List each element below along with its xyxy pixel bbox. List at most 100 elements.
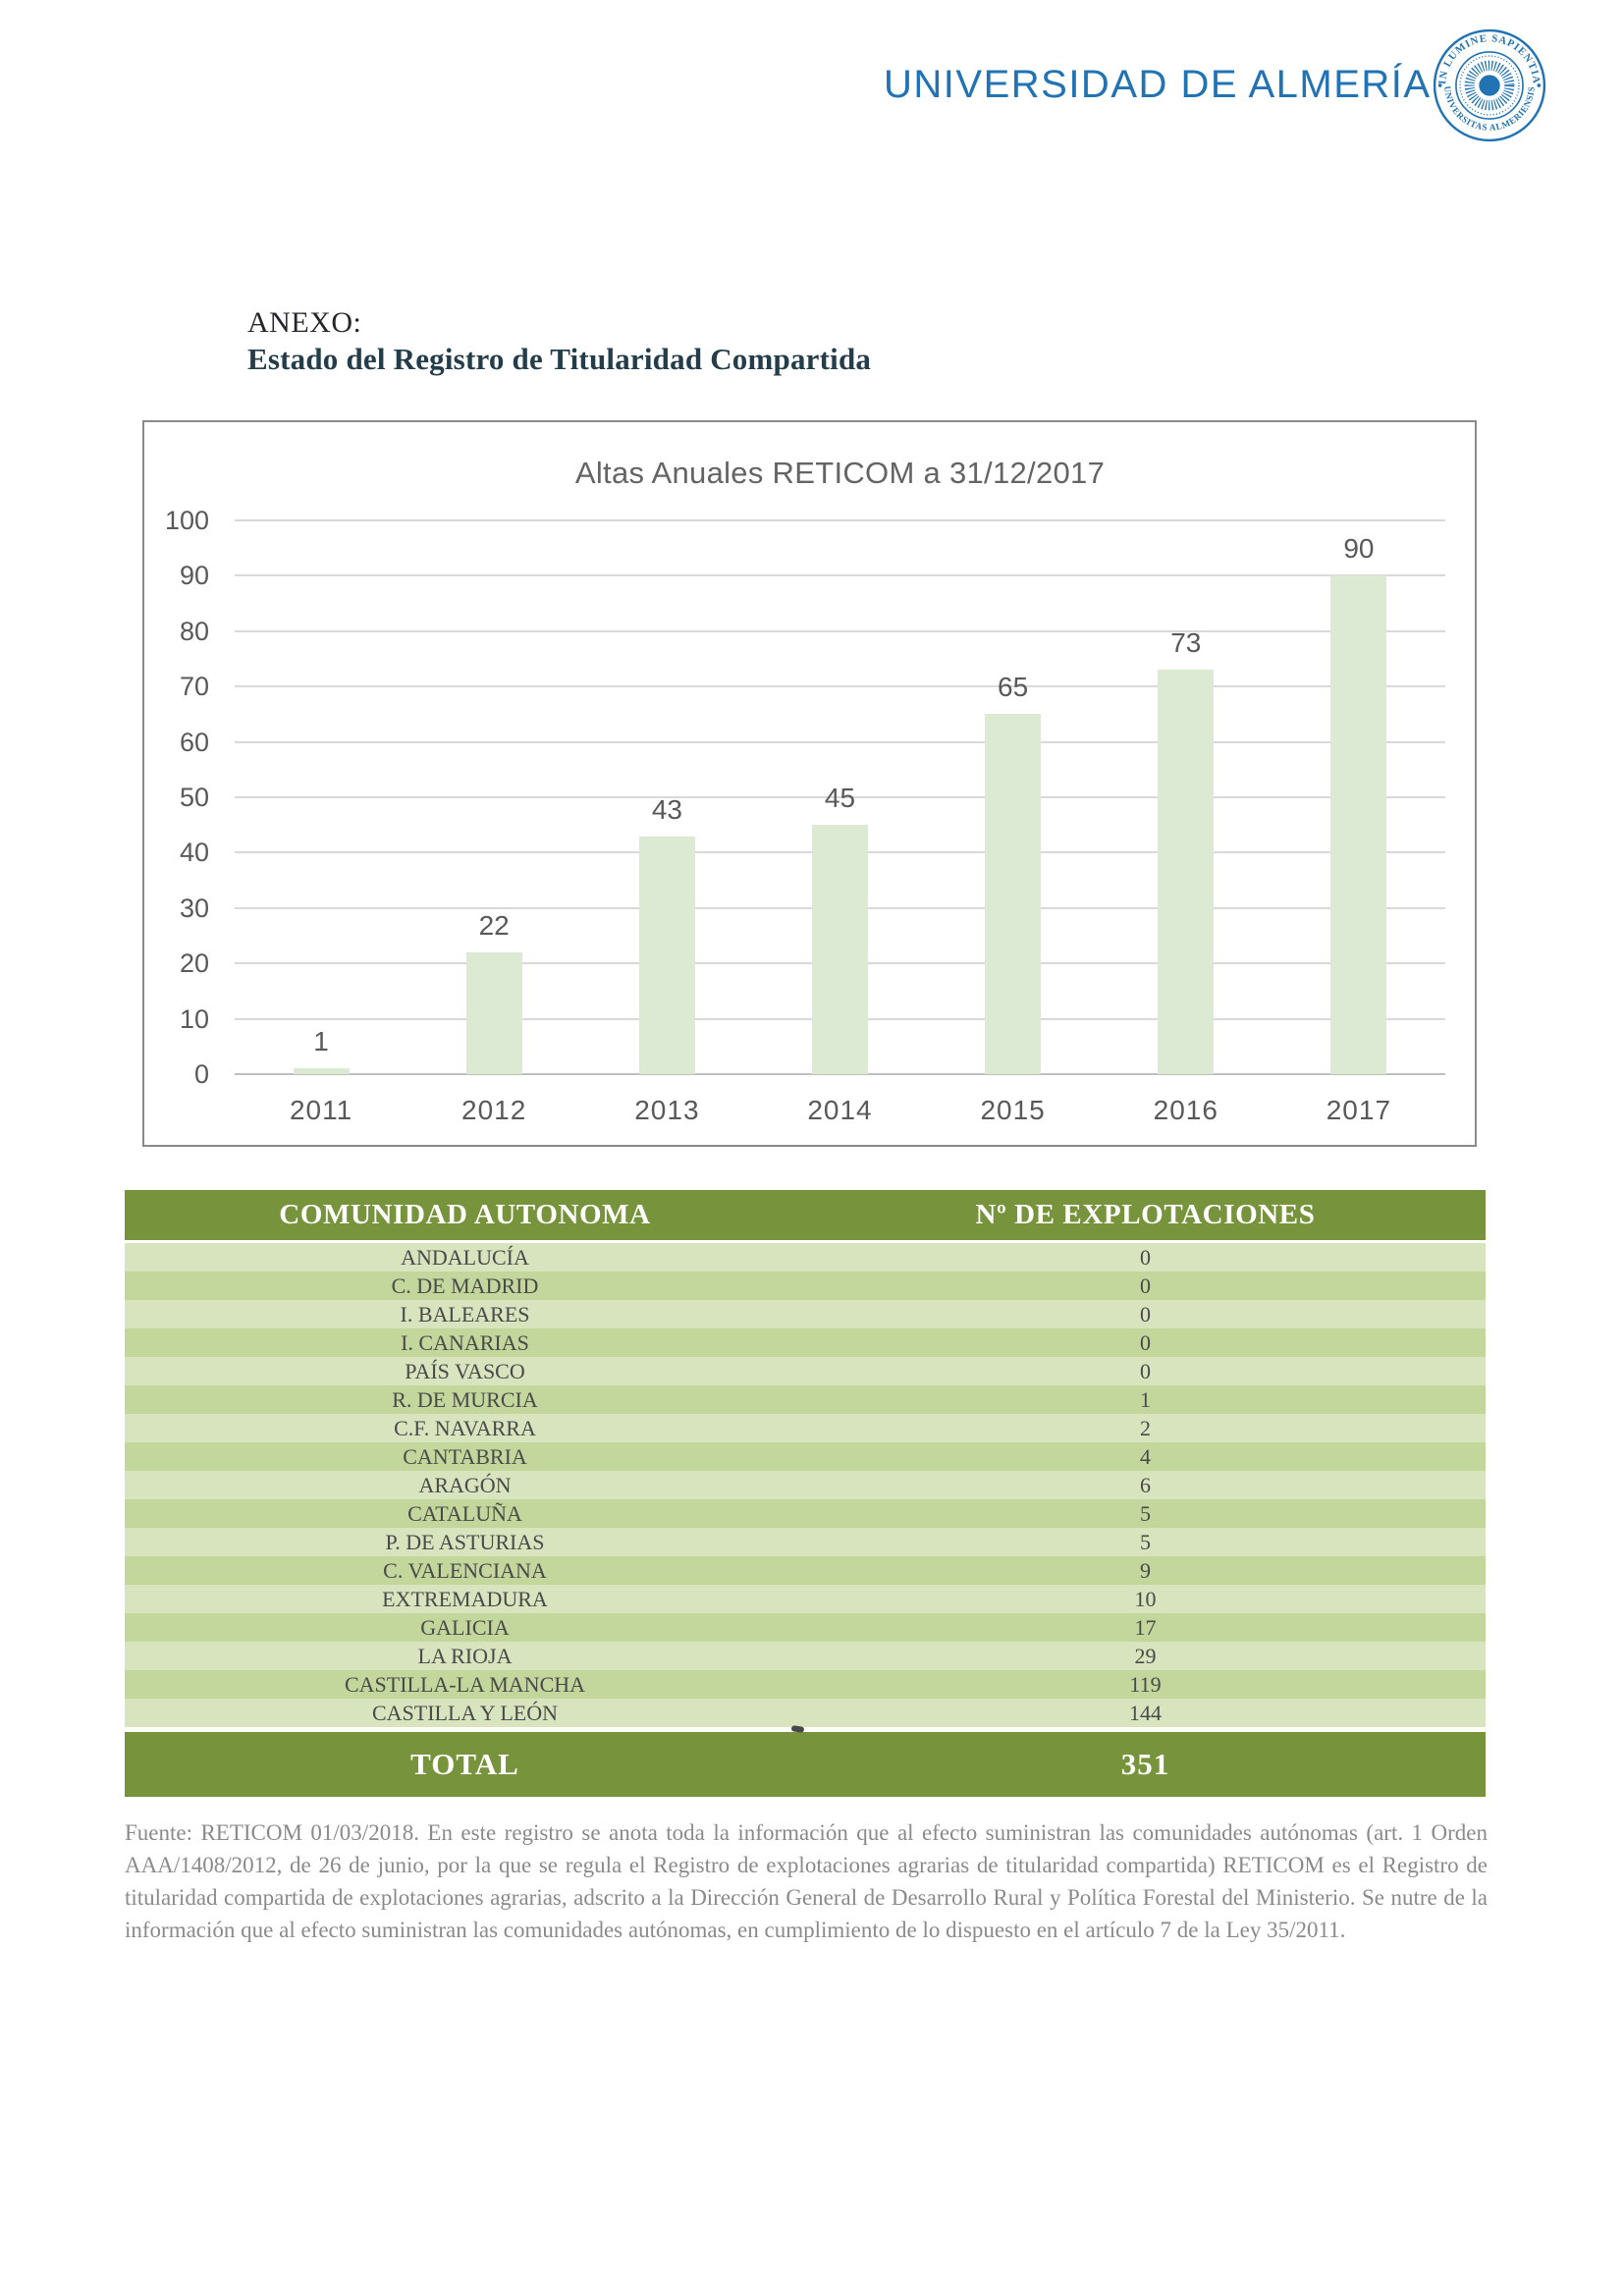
x-axis-label: 2016 <box>1153 1095 1218 1125</box>
chart-title: Altas Anuales RETICOM a 31/12/2017 <box>574 456 1106 490</box>
region-name-cell: I. CANARIAS <box>125 1328 805 1357</box>
region-name-cell: I. BALEARES <box>125 1300 805 1328</box>
explotaciones-value-cell: 144 <box>805 1699 1486 1727</box>
gridline <box>235 740 1445 743</box>
region-name-cell: LA RIOJA <box>125 1642 805 1670</box>
region-name-cell: P. DE ASTURIAS <box>125 1528 805 1556</box>
x-axis-label: 2017 <box>1326 1095 1392 1125</box>
table-row: EXTREMADURA 10 <box>125 1585 1486 1613</box>
region-name-cell: C. VALENCIANA <box>125 1556 805 1585</box>
table-spacer-row <box>125 1727 1486 1732</box>
region-name-cell: EXTREMADURA <box>125 1585 805 1613</box>
x-axis-label: 2013 <box>634 1095 700 1125</box>
explotaciones-value-cell: 4 <box>805 1442 1486 1471</box>
bar-value-label: 22 <box>478 909 510 941</box>
x-axis-label: 2012 <box>461 1095 527 1125</box>
explotaciones-value-cell: 0 <box>805 1357 1486 1385</box>
bar <box>812 825 868 1074</box>
explotaciones-value-cell: 5 <box>805 1528 1486 1556</box>
x-axis-label: 2011 <box>289 1095 353 1125</box>
y-axis-tick-label: 80 <box>179 616 209 646</box>
table-body: ANDALUCÍA 0 C. DE MADRID 0 I. BALEARES 0 I. CA… <box>125 1241 1486 1727</box>
table-total-row: TOTAL 351 <box>125 1732 1486 1797</box>
table-row: C. DE MADRID 0 <box>125 1272 1486 1300</box>
region-name-cell: C. DE MADRID <box>125 1272 805 1300</box>
gridline <box>235 519 1445 521</box>
table-row: ARAGÓN 6 <box>125 1471 1486 1499</box>
x-axis-label: 2015 <box>980 1095 1046 1125</box>
university-seal-icon: IN LUMINE SAPIENTIA UNIVERSITAS ALMERIEN… <box>1433 28 1546 142</box>
region-name-cell: C.F. NAVARRA <box>125 1414 805 1442</box>
bar-value-label: 43 <box>651 793 682 825</box>
gridline <box>235 574 1445 577</box>
gridline <box>235 685 1445 688</box>
explotaciones-value-cell: 0 <box>805 1272 1486 1300</box>
bar <box>638 836 695 1074</box>
bar <box>1330 575 1387 1074</box>
explotaciones-value-cell: 2 <box>805 1414 1486 1442</box>
explotaciones-value-cell: 9 <box>805 1556 1486 1585</box>
bar-value-label: 65 <box>998 672 1029 703</box>
table-header: COMUNIDAD AUTONOMA Nº DE EXPLOTACIONES <box>125 1190 1486 1243</box>
region-name-cell: ANDALUCÍA <box>125 1241 805 1272</box>
explotaciones-value-cell: 5 <box>805 1499 1486 1528</box>
spacer-cell <box>125 1727 1486 1732</box>
table-row: LA RIOJA 29 <box>125 1642 1486 1670</box>
regions-table: COMUNIDAD AUTONOMA Nº DE EXPLOTACIONES A… <box>125 1190 1486 1797</box>
y-axis-tick-label: 0 <box>193 1059 209 1089</box>
y-axis-tick-label: 70 <box>179 672 209 702</box>
explotaciones-value-cell: 17 <box>805 1613 1486 1642</box>
explotaciones-value-cell: 29 <box>805 1642 1486 1670</box>
table-row: I. BALEARES 0 <box>125 1300 1486 1328</box>
explotaciones-value-cell: 1 <box>805 1385 1486 1414</box>
table-row: P. DE ASTURIAS 5 <box>125 1528 1486 1556</box>
y-axis-tick-label: 90 <box>179 561 209 591</box>
column-header-region: COMUNIDAD AUTONOMA <box>125 1190 805 1243</box>
explotaciones-value-cell: 0 <box>805 1328 1486 1357</box>
x-axis-line <box>235 1073 1445 1075</box>
explotaciones-value-cell: 10 <box>805 1585 1486 1613</box>
total-label-cell: TOTAL <box>125 1732 805 1797</box>
table-row: ANDALUCÍA 0 <box>125 1241 1486 1272</box>
region-name-cell: CATALUÑA <box>125 1499 805 1528</box>
region-name-cell: ARAGÓN <box>125 1471 805 1499</box>
explotaciones-value-cell: 0 <box>805 1241 1486 1272</box>
table-row: C.F. NAVARRA 2 <box>125 1414 1486 1442</box>
bar-value-label: 90 <box>1343 533 1375 565</box>
table-row: CATALUÑA 5 <box>125 1499 1486 1528</box>
gridline <box>235 629 1445 632</box>
x-axis-label: 2014 <box>807 1095 873 1125</box>
bar-value-label: 1 <box>313 1026 329 1057</box>
explotaciones-value-cell: 119 <box>805 1670 1486 1699</box>
bar <box>465 951 522 1074</box>
table-row: CANTABRIA 4 <box>125 1442 1486 1471</box>
table-row: I. CANARIAS 0 <box>125 1328 1486 1357</box>
column-header-count: Nº DE EXPLOTACIONES <box>805 1190 1486 1243</box>
document-title: Estado del Registro de Titularidad Compa… <box>247 342 872 376</box>
y-axis-tick-label: 10 <box>179 1003 209 1034</box>
region-name-cell: CASTILLA Y LEÓN <box>125 1699 805 1727</box>
table-row: R. DE MURCIA 1 <box>125 1385 1486 1414</box>
y-axis-tick-label: 50 <box>179 783 209 812</box>
annex-label: ANEXO: <box>247 306 362 339</box>
y-axis-tick-label: 40 <box>179 838 209 868</box>
bar-value-label: 73 <box>1170 627 1202 659</box>
table-row: C. VALENCIANA 9 <box>125 1556 1486 1585</box>
bar <box>293 1068 350 1074</box>
table-row: CASTILLA Y LEÓN 144 <box>125 1699 1486 1727</box>
explotaciones-value-cell: 6 <box>805 1471 1486 1499</box>
explotaciones-value-cell: 0 <box>805 1300 1486 1328</box>
table-row: CASTILLA-LA MANCHA 119 <box>125 1670 1486 1699</box>
table-footer: TOTAL 351 <box>125 1727 1486 1797</box>
bar-value-label: 45 <box>824 783 856 814</box>
gridline <box>235 796 1445 798</box>
source-footnote: Fuente: RETICOM 01/03/2018. En este regi… <box>125 1820 1488 1942</box>
table-row: PAÍS VASCO 0 <box>125 1357 1486 1385</box>
y-axis-tick-label: 30 <box>179 893 209 923</box>
y-axis-tick-label: 100 <box>164 506 209 535</box>
university-wordmark: UNIVERSIDAD DE ALMERÍA <box>884 63 1432 106</box>
y-axis-tick-label: 60 <box>179 727 209 757</box>
region-name-cell: CASTILLA-LA MANCHA <box>125 1670 805 1699</box>
bar-chart: Altas Anuales RETICOM a 31/12/2017 0 10 20… <box>142 420 1477 1147</box>
